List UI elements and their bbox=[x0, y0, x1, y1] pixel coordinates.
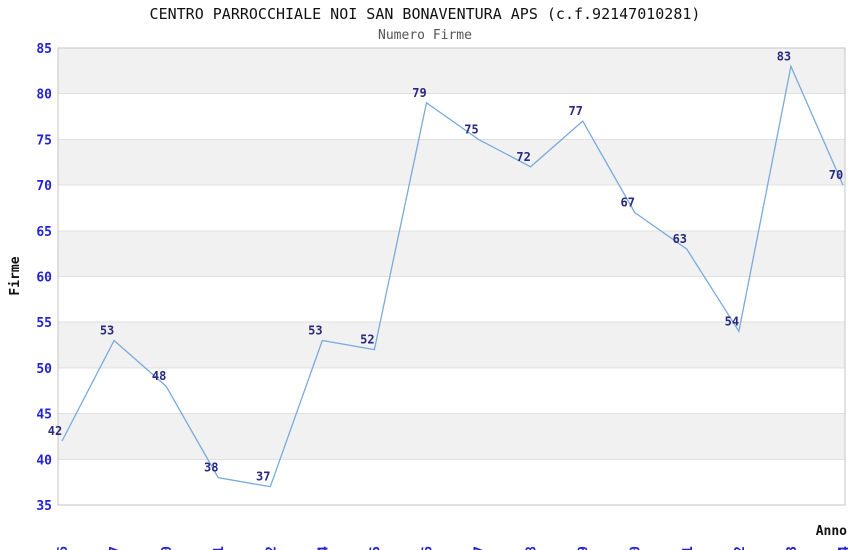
data-label: 63 bbox=[673, 232, 687, 246]
x-tick-label: 2020 bbox=[629, 546, 644, 550]
plot-bands bbox=[58, 48, 845, 505]
grid-lines bbox=[58, 93, 845, 460]
x-tick-label: 2022 bbox=[733, 546, 748, 550]
chart-title: CENTRO PARROCCHIALE NOI SAN BONAVENTURA … bbox=[150, 5, 701, 23]
y-tick-label: 50 bbox=[36, 362, 52, 377]
data-label: 37 bbox=[256, 470, 270, 484]
plot-band bbox=[58, 48, 845, 94]
data-label: 75 bbox=[464, 122, 478, 136]
y-tick-label: 60 bbox=[36, 271, 52, 286]
y-tick-label: 75 bbox=[36, 133, 52, 148]
data-label: 79 bbox=[412, 86, 426, 100]
y-tick-label: 70 bbox=[36, 179, 52, 194]
plot-border bbox=[57, 47, 846, 506]
plot-band bbox=[58, 185, 845, 231]
plot-band bbox=[58, 139, 845, 186]
data-label: 48 bbox=[152, 369, 166, 383]
x-tick-label: 2014 bbox=[316, 546, 331, 550]
y-tick-label: 65 bbox=[36, 225, 52, 240]
x-tick-label: 2021 bbox=[681, 546, 696, 550]
data-label: 53 bbox=[308, 323, 322, 337]
data-label: 72 bbox=[516, 150, 530, 164]
x-tick-label: 2015 bbox=[368, 546, 383, 550]
plot-band bbox=[58, 322, 845, 368]
plot-band bbox=[58, 230, 845, 277]
y-tick-label: 35 bbox=[36, 499, 52, 514]
data-label: 54 bbox=[725, 314, 739, 328]
plot-band bbox=[58, 459, 845, 505]
chart-subtitle: Numero Firme bbox=[378, 28, 472, 43]
x-tick-label: 2018 bbox=[525, 546, 540, 550]
data-label: 83 bbox=[777, 49, 791, 63]
plot-band bbox=[58, 413, 845, 460]
data-label: 42 bbox=[48, 424, 62, 438]
series-line bbox=[61, 64, 844, 488]
x-tick-label: 2017 bbox=[473, 546, 488, 550]
x-axis-tick-labels: 2006 2007 2010 2011 2012 2014 2015 2016 2017 2018… bbox=[56, 546, 850, 550]
y-tick-label: 85 bbox=[36, 42, 52, 57]
x-tick-label: 2006 bbox=[56, 546, 71, 550]
plot-band bbox=[58, 276, 845, 323]
data-label: 53 bbox=[100, 323, 114, 337]
x-tick-label: 2007 bbox=[108, 546, 123, 550]
y-axis-tick-labels: 85 80 75 70 65 60 55 50 45 40 35 bbox=[36, 42, 52, 514]
y-tick-label: 40 bbox=[36, 453, 52, 468]
data-label: 77 bbox=[568, 104, 582, 118]
data-label: 70 bbox=[829, 168, 843, 182]
y-axis-title: Firme bbox=[8, 256, 23, 295]
x-tick-label: 2011 bbox=[212, 546, 227, 550]
x-tick-label: 2023 bbox=[785, 546, 800, 550]
data-label: 52 bbox=[360, 333, 374, 347]
y-tick-label: 45 bbox=[36, 408, 52, 423]
data-label: 38 bbox=[204, 461, 218, 475]
data-point-labels: 42 53 48 38 37 53 52 79 75 72 77 67 63 54 83 70 bbox=[48, 49, 843, 483]
x-tick-label: 2019 bbox=[577, 546, 592, 550]
x-tick-label: 2010 bbox=[160, 546, 175, 550]
x-tick-label: 2024 bbox=[837, 546, 850, 550]
data-label: 67 bbox=[621, 196, 635, 210]
x-axis-title: Anno bbox=[816, 524, 847, 539]
x-tick-label: 2016 bbox=[420, 546, 435, 550]
y-tick-label: 80 bbox=[36, 88, 52, 103]
y-tick-label: 55 bbox=[36, 316, 52, 331]
plot-band bbox=[58, 93, 845, 140]
x-tick-label: 2012 bbox=[264, 546, 279, 550]
plot-band bbox=[58, 367, 845, 414]
